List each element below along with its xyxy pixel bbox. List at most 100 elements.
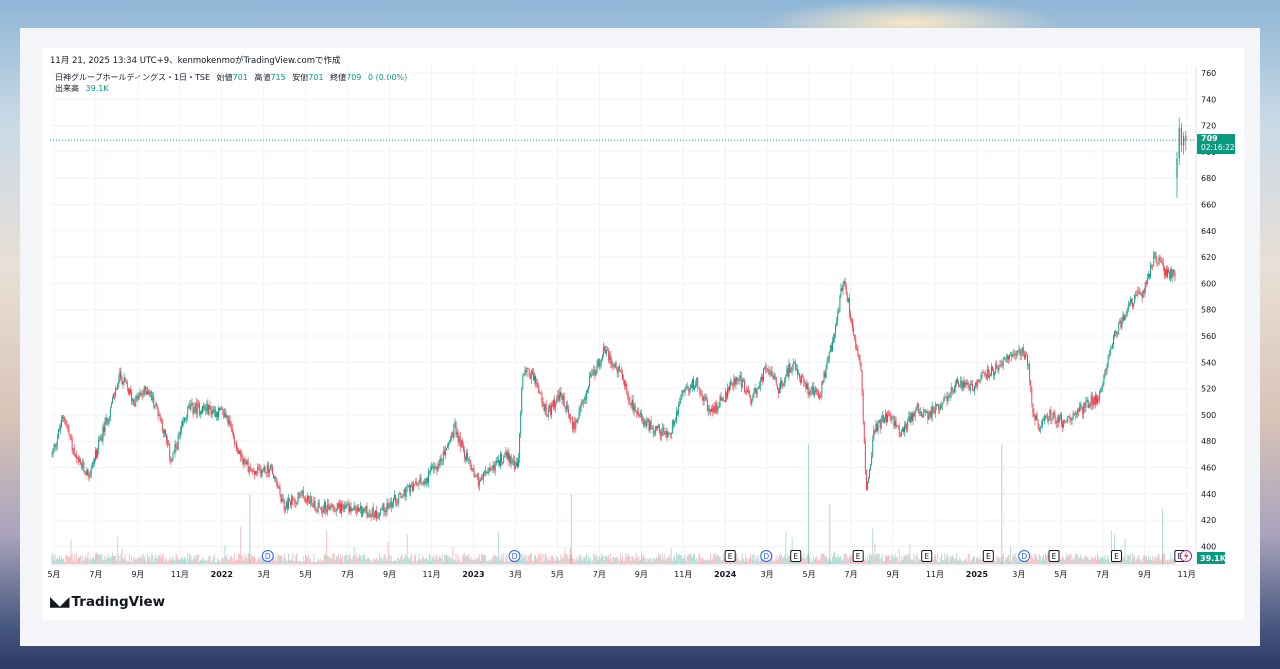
volume-bar	[772, 560, 774, 564]
candle-body	[173, 453, 175, 455]
earnings-marker[interactable]: E	[921, 550, 933, 562]
volume-bar	[642, 556, 644, 564]
volume-bar	[1037, 560, 1039, 564]
volume-bar	[680, 555, 682, 564]
earnings-marker[interactable]: E	[982, 550, 994, 562]
candle-body	[239, 450, 241, 454]
earnings-marker[interactable]: E	[1110, 550, 1122, 562]
volume-bar	[371, 561, 373, 564]
volume-bar	[383, 555, 385, 564]
volume-bar	[669, 557, 671, 564]
earnings-marker[interactable]: E	[1048, 550, 1060, 562]
candle-body	[981, 372, 983, 378]
candle-body	[389, 501, 391, 505]
volume-bar	[651, 561, 653, 564]
candle-body	[472, 468, 474, 470]
volume-bar	[242, 556, 244, 564]
volume-bar	[629, 557, 631, 564]
candle-body	[153, 396, 155, 408]
volume-bar	[133, 558, 135, 564]
candle-body	[383, 503, 385, 513]
candle-body	[365, 505, 367, 510]
candle-body	[278, 487, 280, 489]
volume-bar	[120, 553, 122, 564]
volume-bar	[644, 558, 646, 564]
volume-bar	[820, 556, 822, 564]
candle-body	[548, 405, 550, 408]
dividend-marker[interactable]: D	[261, 550, 274, 562]
volume-bar	[106, 557, 108, 564]
symbol-title[interactable]: 日神グループホールディングス・1日・TSE	[55, 73, 211, 82]
candle-body	[388, 504, 390, 508]
volume-bar	[944, 553, 946, 564]
volume-bar	[700, 558, 702, 564]
candle-body	[712, 408, 714, 412]
volume-value: 39.1K	[85, 84, 109, 93]
candle-body	[241, 456, 243, 458]
candle-body	[1024, 354, 1026, 359]
volume-bar	[948, 561, 950, 564]
volume-bar	[994, 561, 996, 564]
volume-bar	[645, 556, 647, 564]
candle-body	[146, 391, 148, 394]
tradingview-logo[interactable]: ◣◢ TradingView	[50, 594, 165, 610]
candle-body	[1134, 295, 1136, 304]
volume-bar	[836, 558, 838, 564]
candle-body	[784, 379, 786, 386]
volume-bar	[1066, 553, 1068, 564]
volume-bar	[961, 561, 963, 564]
volume-bar	[411, 553, 412, 564]
candle-body	[234, 443, 236, 444]
volume-bar	[425, 556, 427, 564]
volume-row: 出来高 39.1K	[55, 83, 407, 94]
earnings-marker[interactable]: E	[790, 550, 802, 562]
candle-body	[807, 383, 809, 395]
volume-bar	[1133, 557, 1135, 564]
candle-body	[930, 411, 932, 418]
volume-bar	[54, 554, 56, 564]
dividend-marker[interactable]: D	[760, 550, 773, 562]
candle-body	[826, 361, 828, 369]
earnings-marker[interactable]: E	[852, 550, 864, 562]
volume-bar	[799, 561, 801, 564]
volume-bar	[280, 555, 282, 564]
volume-bar	[233, 553, 235, 564]
candle-body	[705, 396, 707, 401]
volume-bar	[882, 561, 884, 564]
earnings-marker[interactable]: E	[724, 550, 736, 562]
candle-body	[802, 375, 804, 377]
candle-body	[174, 444, 176, 454]
candle-body	[519, 433, 521, 459]
candle-body	[651, 428, 653, 430]
candle-body	[677, 411, 679, 414]
candle-body	[799, 374, 801, 379]
volume-bar	[417, 559, 419, 564]
chart-card	[42, 48, 1244, 620]
split-marker[interactable]	[1180, 550, 1192, 562]
candle-body	[506, 451, 508, 459]
x-tick-label: 7月	[845, 570, 858, 579]
volume-bar	[240, 526, 242, 564]
candle-body	[1055, 422, 1057, 424]
candle-body	[787, 368, 789, 377]
candle-body	[708, 409, 710, 410]
dividend-marker[interactable]: D	[1018, 550, 1031, 562]
candle-body	[187, 406, 189, 418]
volume-bar	[1110, 530, 1112, 564]
volume-bar	[847, 558, 849, 564]
dividend-marker[interactable]: D	[508, 550, 521, 562]
candle-body	[1136, 295, 1138, 297]
candle-body	[1018, 349, 1020, 351]
candle-body	[993, 370, 995, 376]
candle-body	[962, 381, 964, 389]
candle-body	[590, 374, 592, 377]
volume-bar	[594, 553, 596, 564]
volume-bar	[717, 554, 719, 564]
candle-body	[444, 450, 446, 456]
candle-body	[83, 461, 85, 471]
volume-bar	[110, 556, 112, 564]
volume-bar	[1160, 560, 1162, 564]
candle-body	[540, 393, 542, 395]
candle-body	[145, 391, 147, 394]
